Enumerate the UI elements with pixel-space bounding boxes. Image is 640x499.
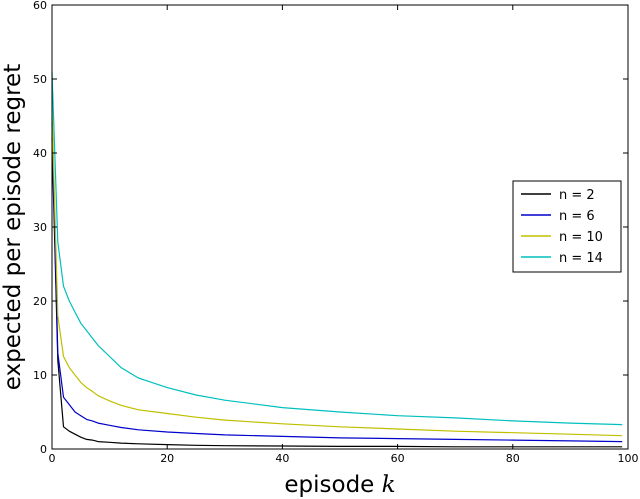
legend: n = 2 n = 6 n = 10 n = 14 [512, 180, 622, 273]
legend-label-2: n = 10 [559, 230, 603, 245]
y-tick-label-4: 40 [33, 147, 47, 160]
y-tick-label-1: 10 [33, 369, 47, 382]
y-tick-label-5: 50 [33, 73, 47, 86]
series-line-1 [51, 123, 623, 443]
x-tick-label-4: 80 [506, 452, 520, 465]
legend-label-3: n = 14 [559, 251, 603, 266]
x-tick-label-3: 60 [391, 452, 405, 465]
y-axis-title: expected per episode regret [0, 64, 26, 390]
y-tick-label-3: 30 [33, 221, 47, 234]
series-line-0 [51, 138, 623, 448]
y-tick-label-2: 20 [33, 295, 47, 308]
x-tick-label-5: 100 [618, 452, 639, 465]
y-tick-label-6: 60 [33, 0, 47, 12]
axes-layer: 0 20 40 60 80 100 0 10 20 30 40 50 60 [33, 0, 639, 465]
series-line-3 [51, 71, 623, 426]
legend-label-0: n = 2 [559, 188, 595, 203]
x-axis-title: episode k [284, 472, 395, 498]
x-axis-title-var: k [382, 472, 396, 498]
x-axis-title-text: episode [284, 472, 381, 498]
series-layer [51, 71, 623, 448]
x-tick-label-2: 40 [275, 452, 289, 465]
legend-label-1: n = 6 [559, 209, 595, 224]
series-line-2 [51, 108, 623, 437]
x-tick-label-0: 0 [49, 452, 56, 465]
x-tick-label-1: 20 [160, 452, 174, 465]
y-tick-label-0: 0 [40, 443, 47, 456]
